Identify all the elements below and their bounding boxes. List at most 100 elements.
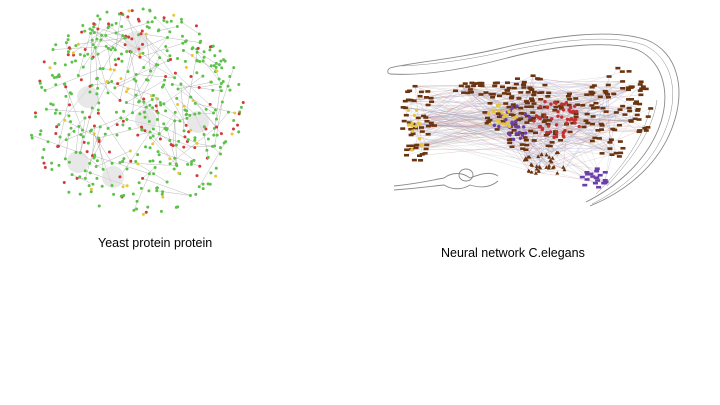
protein-node [144,145,148,149]
neuron-node [566,92,572,96]
protein-node [88,84,92,88]
neuron-node [487,102,493,105]
neuron-node [584,93,590,96]
protein-node [107,150,111,154]
neuron-node [595,179,601,182]
neuron-node [635,109,641,112]
neuron-node [410,124,414,128]
protein-node [124,101,128,105]
neuron-node [424,143,430,147]
synapse-edge [480,92,521,95]
neuron-node [531,93,537,97]
neuron-node [554,101,558,105]
protein-node [152,172,156,176]
synapse-edge [421,96,609,128]
neuron-node [602,181,608,185]
protein-node [57,163,61,167]
neuron-node [519,131,525,135]
protein-node [148,146,152,150]
protein-node [97,101,101,105]
neuron-node [561,165,566,169]
neuron-node [501,115,506,119]
neuron-node [636,118,642,121]
neuron-node [406,108,411,112]
protein-node [81,110,85,114]
network-edge [119,131,151,177]
protein-node [155,189,159,193]
neuron-node [469,81,475,85]
protein-node [190,160,194,164]
protein-node [183,108,187,112]
protein-node [50,167,54,171]
neuron-node [626,70,632,73]
neuron-node [492,123,497,128]
neuron-node [613,151,619,155]
protein-node [214,65,218,69]
neuron-node [501,122,506,126]
synapse-edge [524,148,610,161]
neuron-node [606,75,612,78]
protein-node [96,14,100,18]
protein-node [58,111,62,115]
neuron-node [567,130,573,134]
neuron-node [568,105,573,110]
protein-node [135,207,139,211]
network-edge [214,101,223,147]
synapse-edge [592,81,623,93]
protein-node [63,63,67,67]
neuron-node [619,70,625,73]
synapse-edge [564,111,607,170]
synapse-edge [419,138,612,155]
protein-node [239,105,243,109]
neuron-node [516,125,521,129]
protein-node [168,157,172,161]
protein-node [114,21,118,25]
protein-node [73,59,77,63]
neuron-node [637,102,643,106]
synapse-edge [415,127,550,158]
neuron-node [542,105,548,109]
protein-node [105,80,109,84]
network-edge [46,109,83,113]
neuron-node [645,126,651,129]
protein-node [176,57,180,61]
protein-node [95,159,99,163]
neuron-node [527,155,532,159]
protein-node [206,182,210,186]
network-edge [142,30,175,78]
protein-node [182,129,186,133]
neuron-node [414,143,420,147]
neuron-node [531,139,537,142]
protein-node [101,167,105,171]
neuron-node [506,86,512,90]
neuron-node [487,118,493,122]
protein-node [118,161,122,165]
neuron-node [539,91,545,94]
protein-node [50,73,54,77]
protein-node [193,101,197,105]
neuron-node [642,126,648,130]
network-edge [146,34,151,72]
protein-node [144,210,148,214]
synapse-edge [602,86,644,109]
protein-node [168,162,172,166]
protein-node [138,52,142,56]
neuron-node [640,85,646,88]
neuron-node [565,94,571,98]
synapse-edge [605,154,613,181]
neuron-node [533,131,539,135]
network-edge [126,102,157,112]
neuron-node [639,87,645,91]
network-edge [172,112,176,146]
protein-node [90,38,94,42]
neuron-node [429,124,435,127]
protein-node [110,161,114,165]
synapse-edge [461,85,620,157]
neuron-node [560,102,564,106]
neuron-node [545,105,550,110]
neuron-node [546,124,551,128]
neuron-node [546,119,552,122]
protein-node [83,47,87,51]
neuron-node [591,106,597,110]
protein-node [121,185,125,189]
